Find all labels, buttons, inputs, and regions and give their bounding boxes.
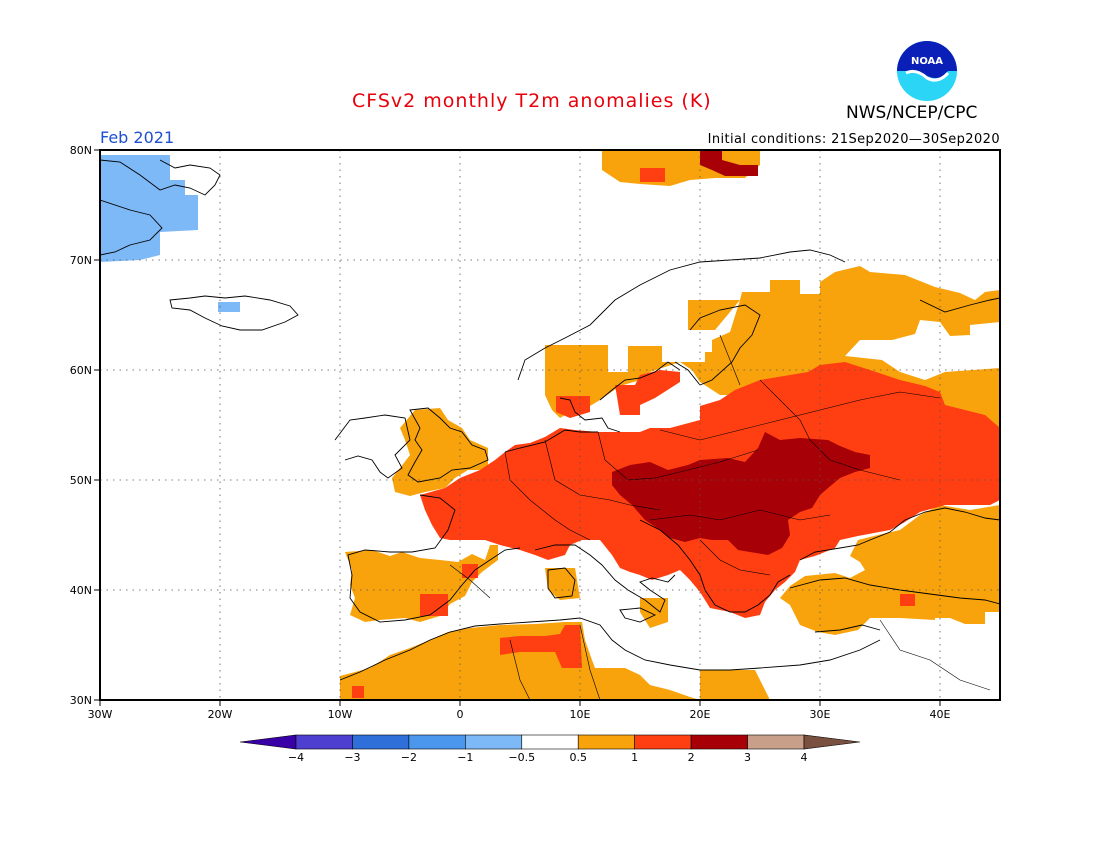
warm-anomaly-east-africa (700, 670, 770, 700)
colorbar-label: 0.5 (569, 751, 587, 764)
colorbar-swatch (690, 734, 748, 750)
warm-anomaly-svalbard-red (640, 168, 665, 182)
warm-anomaly-core (612, 432, 870, 555)
warm-anomaly-south-italy (640, 598, 668, 628)
warm-anomaly-baltic (615, 370, 680, 415)
lon-label-0: 0 (457, 708, 464, 721)
colorbar-swatch (747, 734, 805, 750)
warm-anomaly-1 (545, 266, 1000, 635)
warm-anomaly-2 (392, 408, 488, 496)
warm-anomaly-iberia-red (420, 594, 448, 616)
lat-label-80n: 80N (70, 144, 92, 157)
colorbar-label: −2 (401, 751, 417, 764)
warm-anomaly-sardinia (545, 568, 580, 600)
noaa-logo-text: NOAA (911, 56, 943, 67)
colorbar-swatch (295, 734, 353, 750)
lat-label-40n: 40N (70, 584, 92, 597)
colorbar-swatch (408, 734, 466, 750)
colorbar-label: −4 (288, 751, 304, 764)
page-title: CFSv2 monthly T2m anomalies (K) (352, 90, 712, 112)
colorbar-label: −3 (344, 751, 360, 764)
lat-label-30n: 30N (70, 694, 92, 707)
colorbar-swatch (577, 734, 635, 750)
colorbar-label: −0.5 (508, 751, 535, 764)
noaa-logo: NOAA (897, 41, 957, 101)
colorbar-swatch (465, 734, 523, 750)
colorbar-swatch (634, 734, 692, 750)
colorbar-label: 2 (688, 751, 695, 764)
lat-label-60n: 60N (70, 364, 92, 377)
colorbar-label: 1 (631, 751, 638, 764)
colorbar: −4 −3 −2 −1 −0.5 0.5 1 2 3 4 (239, 734, 861, 764)
colorbar-max-arrow (803, 734, 861, 750)
greenland-cold-anomaly (100, 155, 198, 262)
lon-label-20w: 20W (208, 708, 233, 721)
organization-label: NWS/NCEP/CPC (846, 103, 978, 123)
country-borders (449, 334, 991, 700)
warm-anomaly-turkey-red (900, 594, 915, 606)
warm-anomaly-morocco-red (352, 686, 364, 698)
lat-label-50n: 50N (70, 474, 92, 487)
map-frame (99, 149, 1001, 701)
lon-label-40e: 40E (930, 708, 951, 721)
initial-conditions: Initial conditions: 21Sep2020—30Sep2020 (707, 132, 1000, 147)
colorbar-swatch (352, 734, 410, 750)
warm-anomaly-north-africa (340, 622, 700, 700)
iceland-cold-anomaly (218, 302, 240, 312)
lon-label-10e: 10E (570, 708, 591, 721)
lon-label-30w: 30W (88, 708, 113, 721)
warm-anomaly-svalbard-dark (700, 150, 758, 176)
anomaly-shading (100, 150, 1000, 700)
lon-label-30e: 30E (810, 708, 831, 721)
lat-label-70n: 70N (70, 254, 92, 267)
colorbar-label: 4 (801, 751, 808, 764)
warm-anomaly-algeria-red (500, 625, 582, 668)
colorbar-min-arrow (239, 734, 297, 750)
tick-marks (94, 149, 941, 706)
lon-label-10w: 10W (328, 708, 353, 721)
colorbar-label: −1 (457, 751, 473, 764)
gridlines (100, 150, 1000, 700)
longitude-labels: 30W 20W 10W 0 10E 20E 30E 40E (88, 708, 951, 721)
colorbar-swatch (521, 734, 579, 750)
colorbar-label: 3 (744, 751, 751, 764)
latitude-labels: 80N 70N 60N 50N 40N 30N (70, 144, 92, 707)
warm-anomaly-iberia (345, 545, 498, 622)
coastlines (100, 159, 1000, 681)
warm-anomaly-iberia-red-2 (462, 564, 478, 578)
forecast-period: Feb 2021 (100, 128, 175, 147)
lon-label-20e: 20E (690, 708, 711, 721)
